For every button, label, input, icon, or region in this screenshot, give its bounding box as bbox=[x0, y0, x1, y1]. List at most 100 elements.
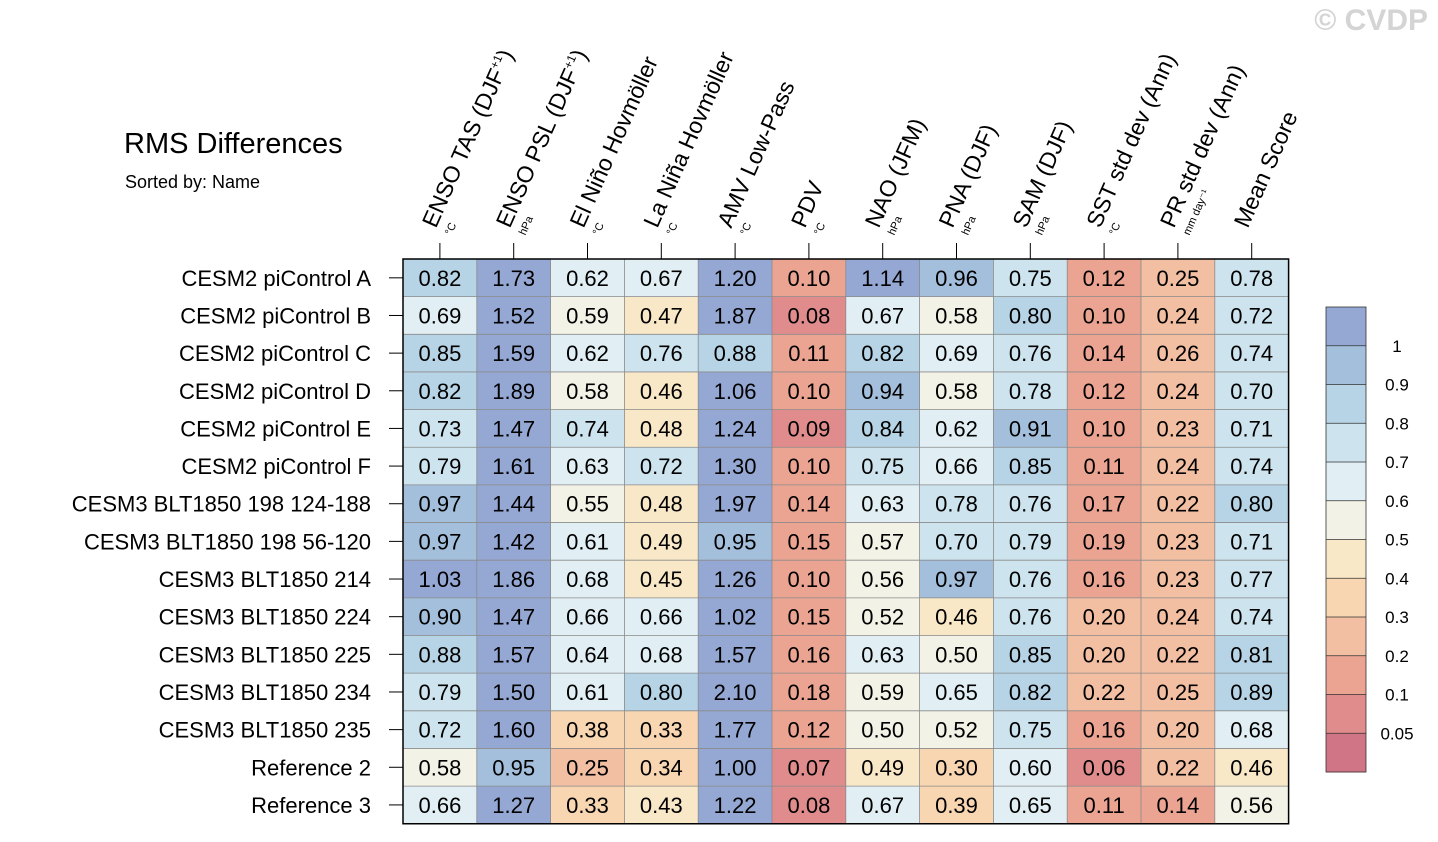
row-label: CESM2 piControl F bbox=[181, 454, 371, 479]
row-label: CESM2 piControl D bbox=[179, 379, 371, 404]
heatmap-cell bbox=[772, 560, 847, 599]
colorbar-swatch bbox=[1326, 500, 1366, 540]
heatmap-cell bbox=[403, 560, 478, 599]
heatmap-cell bbox=[1214, 447, 1290, 486]
cell-value: 0.22 bbox=[1083, 680, 1126, 705]
heatmap-cell bbox=[403, 409, 478, 448]
heatmap-cell bbox=[624, 522, 699, 561]
cell-value: 1.20 bbox=[714, 266, 757, 291]
cell-value: 1.44 bbox=[492, 492, 535, 517]
cell-value: 0.14 bbox=[787, 492, 830, 517]
heatmap-cell bbox=[845, 259, 921, 298]
heatmap-cell bbox=[1214, 635, 1290, 674]
heatmap-cell bbox=[772, 484, 847, 524]
column-label: Mean Score bbox=[1229, 107, 1303, 231]
column-header: SAM (DJF)hPa bbox=[1007, 117, 1077, 238]
cell-value: 1.22 bbox=[714, 793, 757, 818]
heatmap-cell bbox=[624, 710, 699, 749]
cell-value: 0.15 bbox=[787, 529, 830, 554]
cell-value: 0.20 bbox=[1083, 642, 1126, 667]
heatmap-cell bbox=[845, 484, 921, 524]
heatmap-cell bbox=[993, 522, 1068, 561]
cell-value: 0.70 bbox=[935, 529, 978, 554]
row-label: CESM3 BLT1850 198 56-120 bbox=[84, 529, 371, 554]
cell-value: 0.58 bbox=[566, 379, 609, 404]
cell-value: 1.87 bbox=[714, 303, 757, 328]
heatmap-cell bbox=[845, 597, 921, 636]
heatmap-cell bbox=[1214, 748, 1290, 787]
heatmap-cell bbox=[1141, 296, 1216, 335]
heatmap-cell bbox=[550, 522, 625, 561]
heatmap-cell bbox=[845, 409, 921, 448]
heatmap-cell bbox=[403, 371, 478, 411]
chart-subtitle: Sorted by: Name bbox=[125, 172, 261, 192]
column-label: SAM (DJF) bbox=[1007, 117, 1077, 231]
heatmap-cell bbox=[476, 748, 552, 787]
cell-value: 1.73 bbox=[492, 266, 535, 291]
heatmap-cell bbox=[845, 371, 921, 411]
cell-value: 0.74 bbox=[566, 416, 609, 441]
cell-value: 0.46 bbox=[1230, 755, 1273, 780]
heatmap-cell bbox=[1214, 597, 1290, 636]
colorbar-swatch bbox=[1326, 539, 1366, 579]
heatmap-cell bbox=[1141, 786, 1216, 825]
colorbar-label: 0.4 bbox=[1385, 569, 1409, 588]
heatmap-cell bbox=[845, 748, 921, 787]
colorbar-label: 0.2 bbox=[1385, 647, 1409, 666]
heatmap-cell bbox=[624, 371, 699, 411]
heatmap-cell bbox=[624, 296, 699, 335]
colorbar-swatch bbox=[1326, 694, 1366, 734]
colorbar-swatch bbox=[1326, 462, 1366, 502]
heatmap-cell bbox=[993, 560, 1068, 599]
cell-value: 0.65 bbox=[935, 680, 978, 705]
column-unit: °C bbox=[738, 221, 754, 237]
cell-value: 0.60 bbox=[1009, 755, 1052, 780]
cell-value: 0.62 bbox=[935, 416, 978, 441]
heatmap-cell bbox=[624, 409, 699, 448]
cell-value: 0.79 bbox=[1009, 529, 1052, 554]
heatmap-cell bbox=[476, 597, 552, 636]
cell-value: 0.11 bbox=[788, 341, 829, 366]
heatmap-cell bbox=[403, 786, 478, 825]
cell-value: 2.10 bbox=[714, 680, 757, 705]
heatmap-cell bbox=[845, 673, 921, 712]
column-unit: °C bbox=[591, 221, 607, 237]
heatmap-cell bbox=[476, 371, 552, 411]
heatmap-cell bbox=[1067, 673, 1142, 712]
cell-value: 0.76 bbox=[1009, 605, 1052, 630]
heatmap-cell bbox=[1067, 371, 1142, 411]
heatmap-cell bbox=[1214, 786, 1290, 825]
cell-value: 0.73 bbox=[418, 416, 461, 441]
row-label: CESM3 BLT1850 235 bbox=[159, 718, 371, 743]
cell-value: 0.68 bbox=[566, 567, 609, 592]
column-label-text: ENSO PSL (DJF bbox=[491, 65, 584, 231]
cell-value: 0.30 bbox=[935, 755, 978, 780]
cell-value: 0.91 bbox=[1009, 416, 1052, 441]
heatmap-cell bbox=[698, 259, 773, 298]
cell-value: 0.74 bbox=[1230, 341, 1273, 366]
column-label-superscript: +1 bbox=[561, 52, 579, 70]
cell-value: 1.86 bbox=[492, 567, 535, 592]
cell-value: 0.10 bbox=[787, 454, 830, 479]
column-headers: ENSO TAS (DJF+1)°C ENSO PSL (DJF+1)hPa El … bbox=[417, 45, 1303, 259]
heatmap-cell bbox=[624, 597, 699, 636]
cell-value: 0.46 bbox=[640, 379, 683, 404]
cell-value: 0.23 bbox=[1156, 567, 1199, 592]
heatmap-cell bbox=[993, 748, 1068, 787]
heatmap-cell bbox=[550, 484, 625, 524]
cell-value: 0.63 bbox=[566, 454, 609, 479]
row-label: CESM3 BLT1850 198 124-188 bbox=[72, 492, 371, 517]
heatmap-cell bbox=[919, 334, 994, 373]
cell-value: 0.48 bbox=[640, 492, 683, 517]
heatmap-cell bbox=[993, 409, 1068, 448]
heatmap-cell bbox=[993, 484, 1068, 524]
heatmap-cell bbox=[1067, 786, 1142, 825]
heatmap-cell bbox=[476, 296, 552, 335]
cell-value: 0.19 bbox=[1083, 529, 1126, 554]
colorbar-swatch bbox=[1326, 655, 1366, 695]
cell-value: 0.75 bbox=[1009, 718, 1052, 743]
cell-value: 0.50 bbox=[935, 642, 978, 667]
heatmap-cell bbox=[993, 635, 1068, 674]
heatmap-cell bbox=[772, 710, 847, 749]
cell-value: 0.95 bbox=[714, 529, 757, 554]
